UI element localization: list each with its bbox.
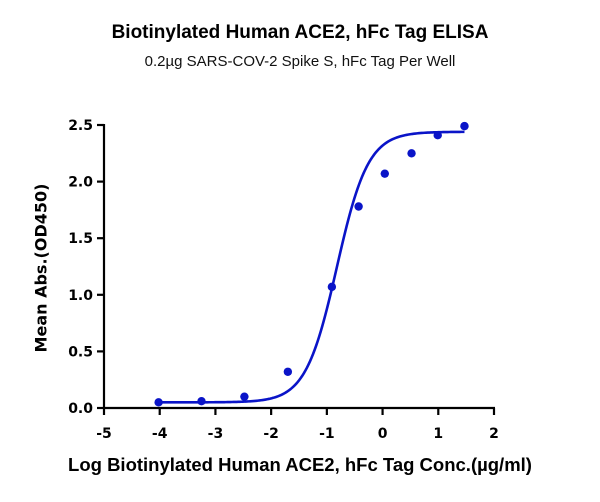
x-tick-label: -3	[208, 426, 224, 442]
data-point	[460, 121, 469, 131]
chart-subtitle: 0.2µg SARS-COV-2 Spike S, hFc Tag Per We…	[144, 53, 456, 70]
x-tick-label: -2	[263, 426, 279, 442]
y-tick-label: 2.5	[68, 118, 93, 134]
chart-title: Biotinylated Human ACE2, hFc Tag ELISA	[111, 22, 489, 43]
y-tick-label: 0.0	[68, 401, 93, 417]
data-point	[433, 130, 442, 140]
sigmoid-fit-line	[158, 130, 465, 404]
data-point	[197, 397, 206, 406]
data-point	[380, 169, 389, 178]
fit-curve	[158, 130, 465, 404]
axes: -5 -4 -3 -2 -1 0 1 2 0.0 0.5 1.0 1.5 2.0 2.5	[68, 118, 499, 442]
x-tick-label: -5	[96, 426, 112, 442]
x-axis-label: Log Biotinylated Human ACE2, hFc Tag Con…	[68, 454, 532, 475]
data-point	[283, 367, 293, 376]
x-tick-label: -1	[319, 426, 335, 442]
x-tick-label: 0	[378, 426, 388, 442]
y-tick-label: 0.5	[68, 344, 93, 360]
y-axis-label: Mean Abs.(OD450)	[31, 183, 51, 353]
data-point	[354, 202, 363, 211]
y-tick-label: 2.0	[68, 175, 93, 191]
x-tick-label: -4	[152, 426, 168, 442]
data-point	[327, 282, 337, 292]
x-tick-label: 2	[489, 426, 499, 442]
y-tick-label: 1.5	[68, 231, 93, 247]
data-point	[407, 149, 416, 158]
data-point	[154, 398, 163, 407]
data-point	[240, 392, 249, 401]
data-points	[154, 121, 469, 407]
y-tick-label: 1.0	[68, 288, 93, 304]
x-tick-label: 1	[433, 426, 443, 442]
